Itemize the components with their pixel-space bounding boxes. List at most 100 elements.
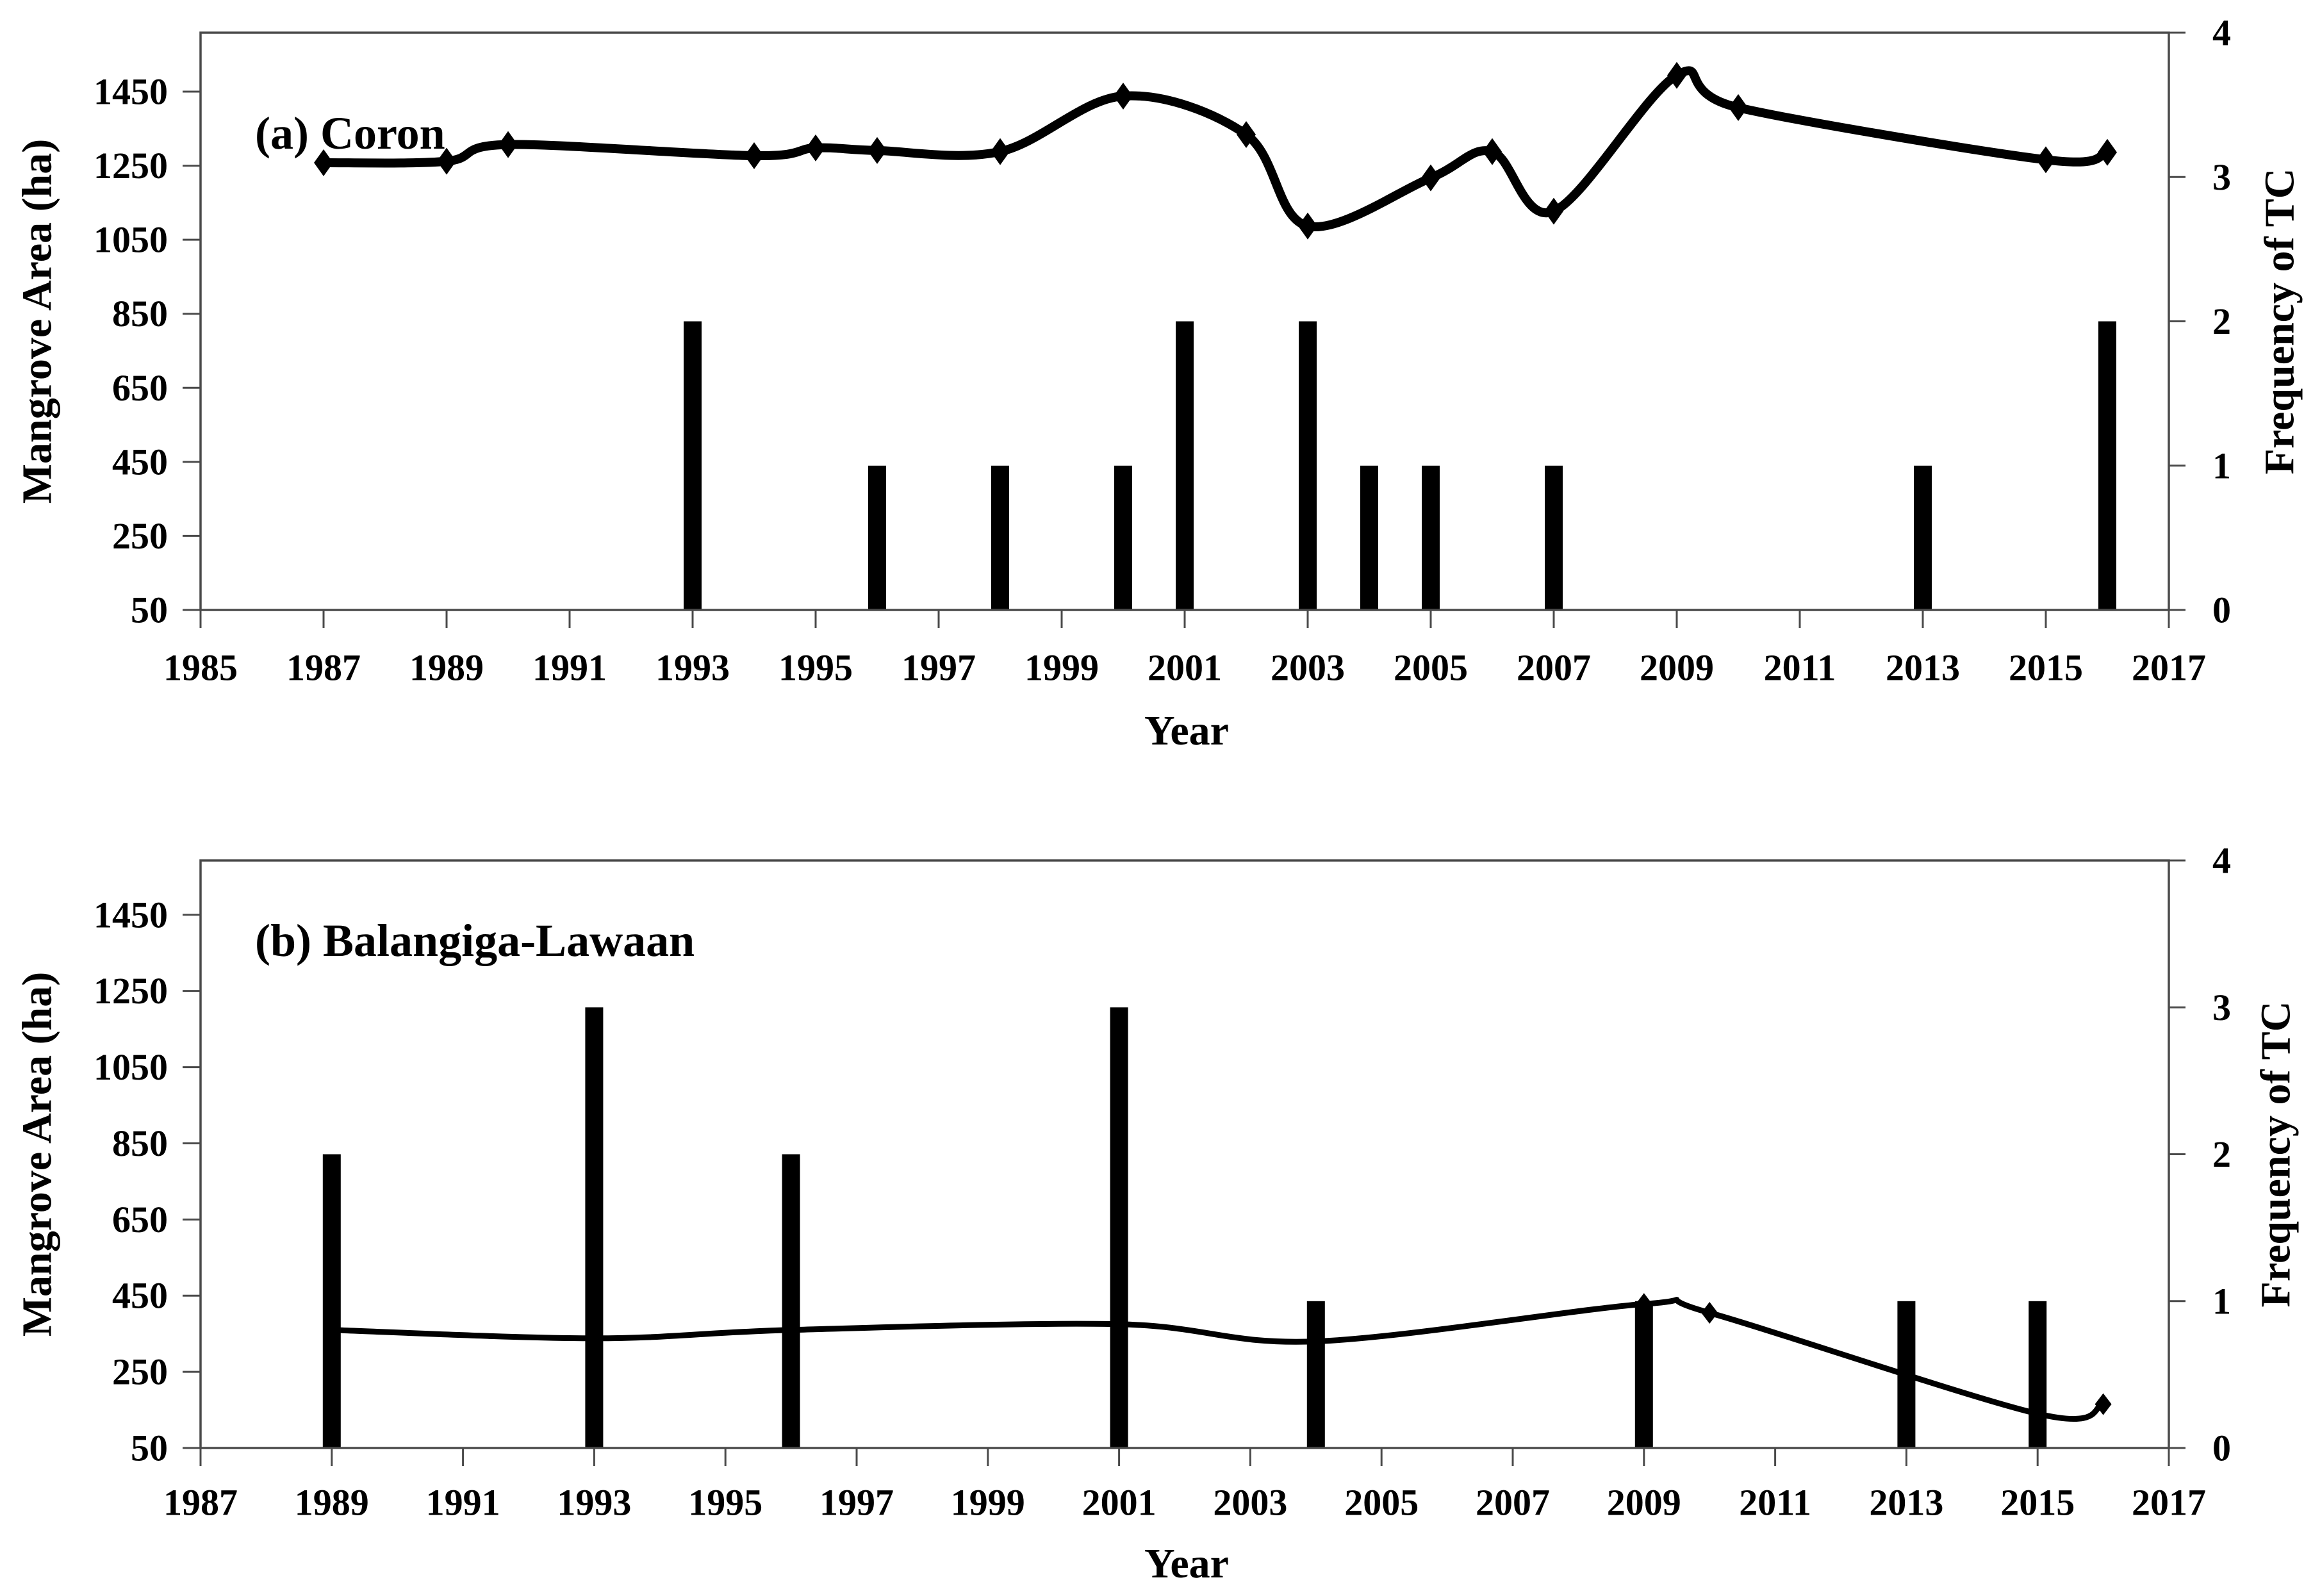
y-right-axis-title: Frequency of TC	[2257, 169, 2303, 475]
x-axis-title: Year	[1144, 707, 1229, 754]
y-right-tick-label: 1	[2212, 445, 2231, 486]
x-tick-label: 1997	[901, 647, 976, 689]
diamond-marker	[314, 149, 333, 176]
y-left-tick-label: 650	[112, 367, 168, 409]
y-right-tick-label: 0	[2212, 1427, 2231, 1469]
x-tick-label: 2005	[1344, 1482, 1419, 1524]
y-right-tick-label: 0	[2212, 589, 2231, 631]
x-tick-label: 1993	[655, 647, 730, 689]
tc-frequency-bar	[782, 1154, 800, 1448]
x-tick-label: 2005	[1394, 647, 1468, 689]
y-right-axis-title: Frequency of TC	[2253, 1001, 2300, 1308]
y-left-tick-label: 850	[112, 1123, 168, 1164]
x-tick-label: 2007	[1517, 647, 1591, 689]
y-right-tick-label: 4	[2212, 840, 2231, 882]
y-right-tick-label: 3	[2212, 156, 2231, 198]
x-tick-label: 2011	[1764, 647, 1836, 689]
x-tick-label: 1999	[951, 1482, 1025, 1524]
tc-frequency-bar	[684, 321, 702, 610]
x-tick-label: 1999	[1025, 647, 1099, 689]
tc-frequency-bar	[2098, 321, 2116, 610]
x-tick-label: 2003	[1271, 647, 1345, 689]
tc-frequency-bar	[1545, 465, 1563, 611]
y-left-tick-label: 450	[112, 1275, 168, 1317]
tc-frequency-bar	[991, 465, 1009, 611]
tc-frequency-bar	[1176, 321, 1194, 610]
diamond-marker	[498, 131, 518, 158]
tc-frequency-bar	[2029, 1301, 2047, 1449]
diamond-marker	[1635, 1293, 1652, 1315]
y-right-tick-label: 3	[2212, 987, 2231, 1028]
x-tick-label: 2017	[2132, 647, 2206, 689]
diamond-marker	[2036, 146, 2055, 174]
x-tick-label: 2011	[1739, 1482, 1811, 1524]
tc-frequency-bar	[1114, 465, 1132, 611]
y-left-tick-label: 1250	[94, 145, 168, 186]
tc-frequency-bar	[1360, 465, 1378, 611]
y-right-tick-label: 2	[2212, 300, 2231, 342]
x-tick-label: 1987	[286, 647, 361, 689]
chart-panel-b: 50 250 450 650 850 1050 1250 1450 0 1 2 3 4 1987 1989 1…	[14, 840, 2300, 1588]
tc-frequency-bar	[1110, 1007, 1128, 1449]
x-tick-label: 2001	[1082, 1482, 1156, 1524]
diamond-marker	[868, 136, 887, 164]
y-left-tick-label: 250	[112, 515, 168, 557]
y-right-tick-label: 1	[2212, 1280, 2231, 1322]
x-tick-label: 1995	[688, 1482, 762, 1524]
y-left-tick-label: 250	[112, 1351, 168, 1393]
tc-frequency-bar	[585, 1007, 604, 1449]
x-tick-label: 1987	[163, 1482, 238, 1524]
chart-panel-a: 50 250 450 650 850 1050 1250 1450 0 1 2 3 4 1985 1987 1…	[14, 12, 2303, 755]
diamond-marker	[1544, 197, 1563, 225]
y-left-axis-title: Mangrove Area (ha)	[14, 139, 61, 504]
y-left-tick-label: 1450	[94, 894, 168, 935]
diamond-marker	[1701, 1301, 1718, 1324]
y-left-tick-label: 1450	[94, 71, 168, 113]
diamond-marker	[1237, 121, 1256, 149]
x-tick-label: 1991	[532, 647, 607, 689]
tc-frequency-bar	[1634, 1301, 1653, 1449]
y-left-tick-label: 1050	[94, 219, 168, 261]
diamond-marker	[1114, 82, 1133, 110]
panel-title: (b) Balangiga-Lawaan	[255, 915, 695, 966]
diamond-marker	[991, 138, 1010, 165]
diamond-marker	[806, 134, 825, 161]
x-tick-label: 2003	[1213, 1482, 1287, 1524]
x-tick-label: 2013	[1886, 647, 1960, 689]
tc-frequency-bar	[1914, 465, 1932, 611]
x-tick-label: 1989	[409, 647, 484, 689]
y-right-tick-label: 2	[2212, 1133, 2231, 1175]
diamond-marker	[745, 142, 764, 169]
y-right-tick-label: 4	[2212, 12, 2231, 54]
x-tick-label: 2007	[1476, 1482, 1550, 1524]
y-left-tick-label: 50	[131, 589, 168, 631]
y-left-tick-label: 1050	[94, 1046, 168, 1088]
tc-frequency-bar	[1306, 1301, 1325, 1449]
mangrove-area-line	[329, 1297, 2107, 1422]
y-left-tick-label: 1250	[94, 970, 168, 1012]
diamond-marker	[2098, 138, 2117, 166]
diamond-marker	[2095, 1393, 2112, 1415]
x-tick-label: 2017	[2132, 1482, 2206, 1524]
x-tick-label: 2013	[1869, 1482, 1943, 1524]
x-tick-label: 1989	[295, 1482, 369, 1524]
x-tick-label: 2015	[2009, 647, 2083, 689]
x-tick-label: 2009	[1607, 1482, 1681, 1524]
x-axis-title: Year	[1144, 1540, 1229, 1587]
y-left-tick-label: 450	[112, 441, 168, 482]
x-tick-label: 2001	[1148, 647, 1222, 689]
x-tick-label: 1997	[819, 1482, 894, 1524]
tc-frequency-bar	[1299, 321, 1317, 610]
y-left-tick-label: 850	[112, 293, 168, 334]
diamond-marker	[1483, 138, 1502, 165]
diamond-marker	[1298, 212, 1317, 240]
tc-frequency-bar	[1422, 465, 1440, 611]
x-tick-label: 2009	[1640, 647, 1714, 689]
diamond-marker	[1667, 62, 1686, 89]
tc-frequency-bar	[322, 1154, 341, 1448]
x-tick-label: 1991	[426, 1482, 500, 1524]
x-tick-label: 1995	[778, 647, 853, 689]
x-tick-label: 1993	[557, 1482, 631, 1524]
